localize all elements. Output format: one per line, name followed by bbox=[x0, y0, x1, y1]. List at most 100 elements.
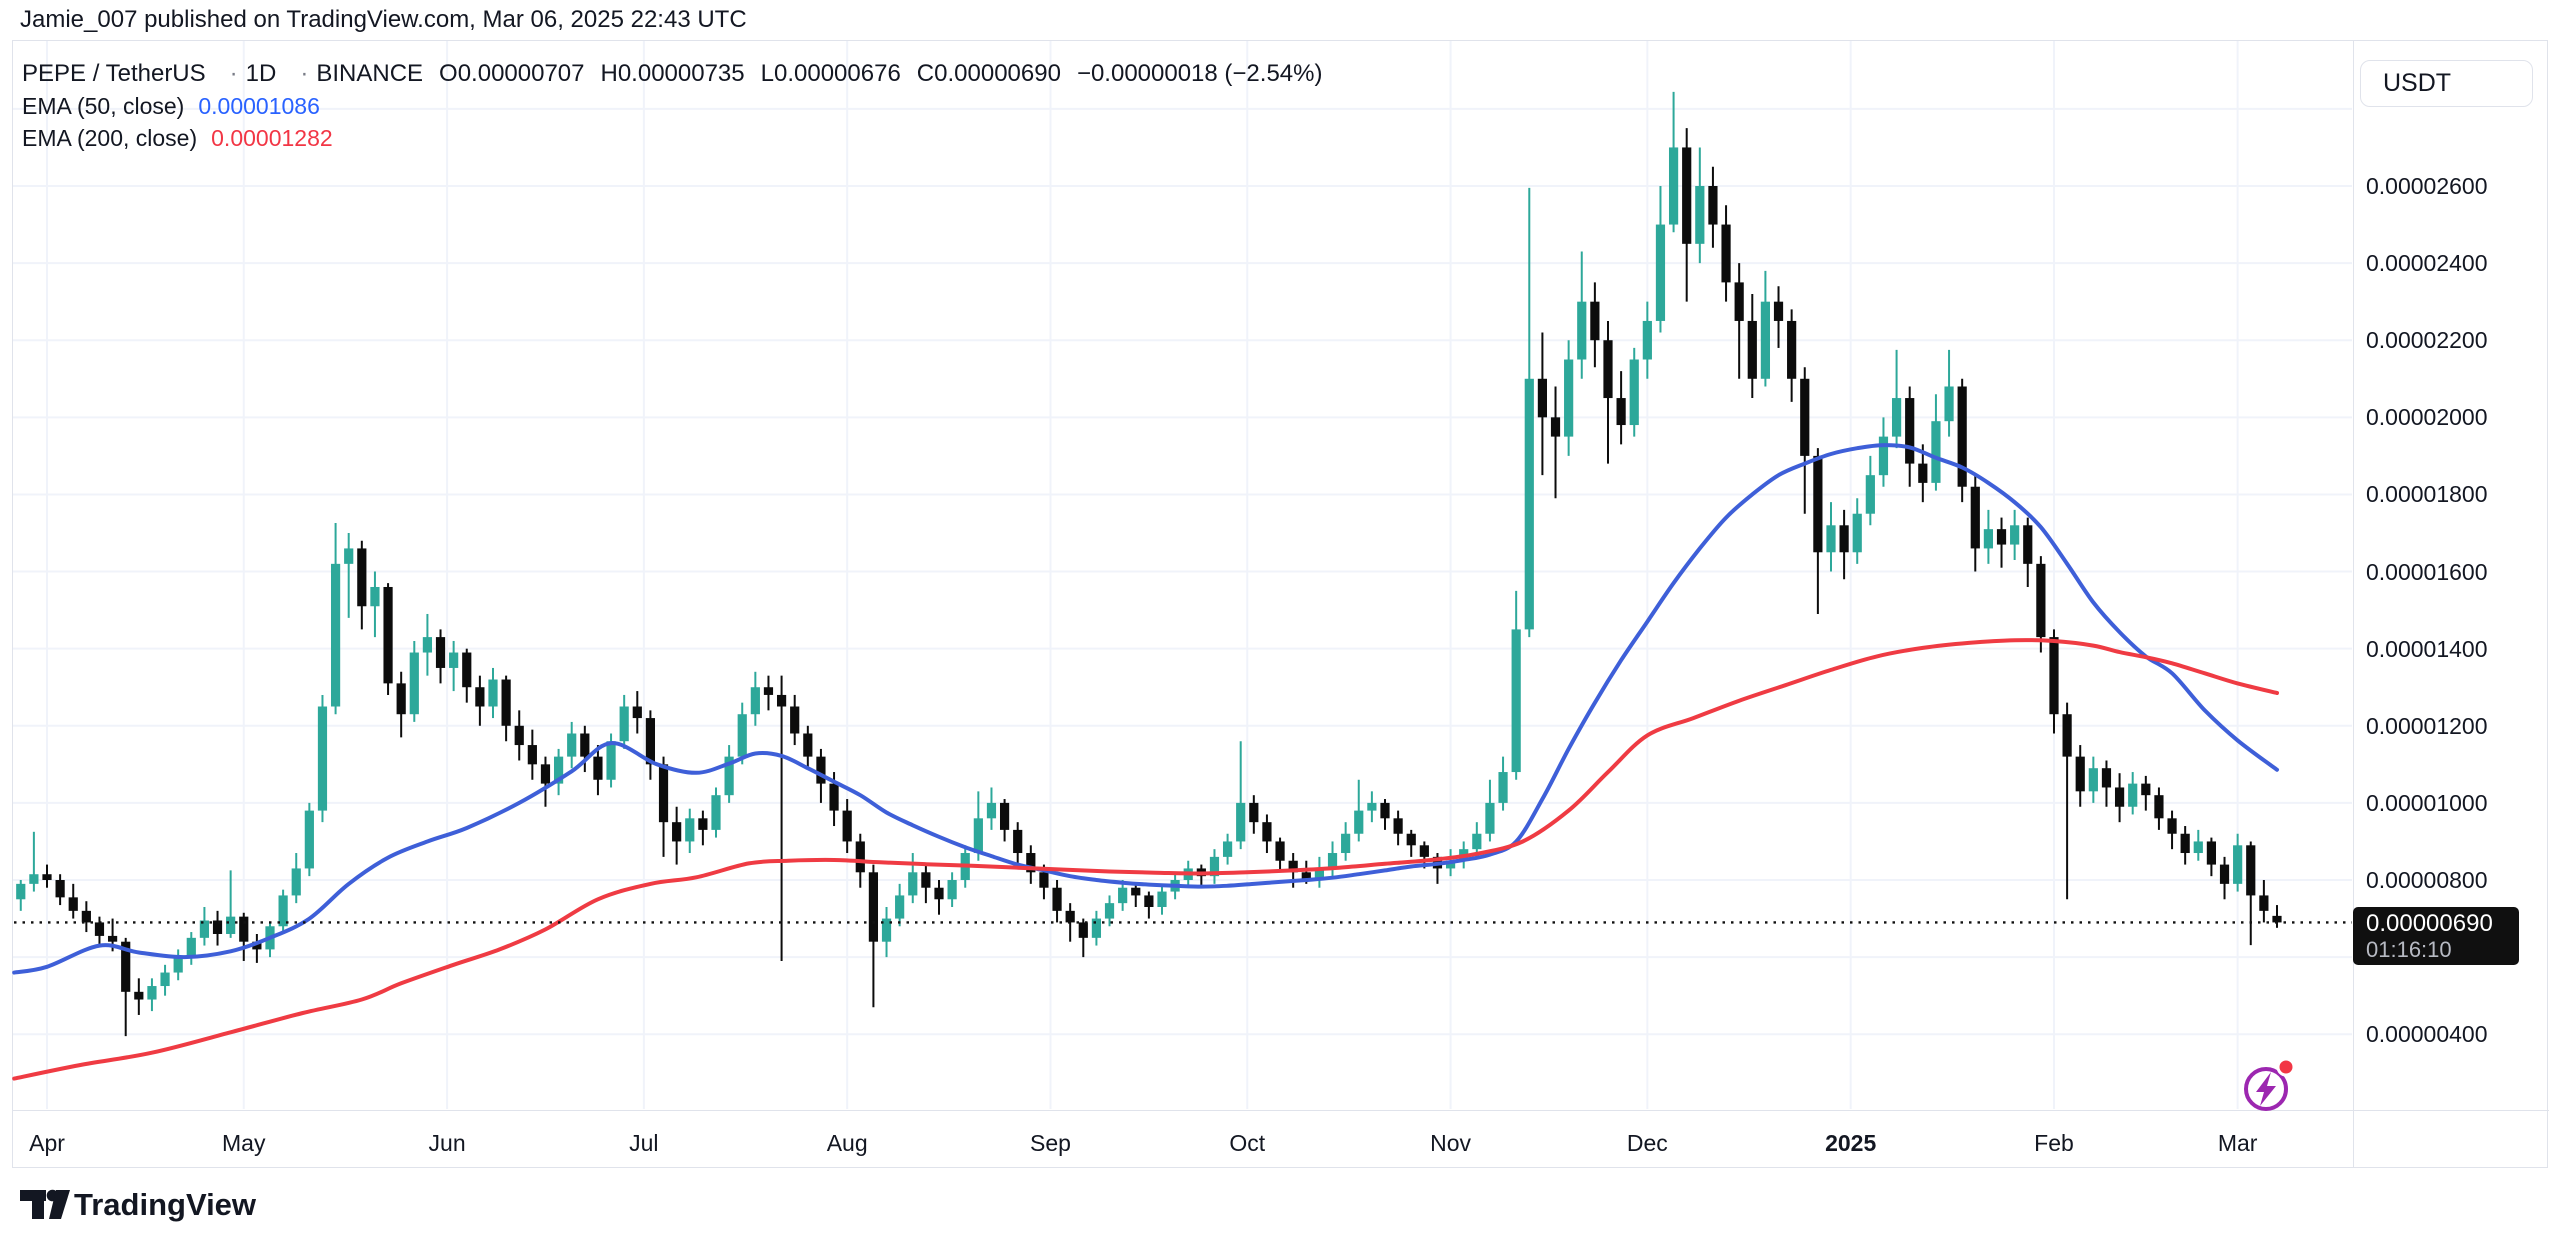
candle-body bbox=[2272, 915, 2282, 923]
candle-body bbox=[304, 810, 314, 869]
candle-body bbox=[252, 941, 262, 950]
candle-body bbox=[1668, 147, 1679, 225]
candle-body bbox=[55, 880, 65, 898]
last-price-badge: 0.00000690 01:16:10 bbox=[2353, 907, 2519, 965]
currency-toggle-button[interactable]: USDT bbox=[2360, 60, 2533, 107]
time-tick-label: Dec bbox=[1626, 1130, 1668, 1156]
price-tick-label: 0.00001400 bbox=[2366, 635, 2488, 662]
candle-body bbox=[2141, 783, 2151, 796]
candle-body bbox=[160, 972, 170, 987]
candle-body bbox=[422, 637, 433, 653]
candle-body bbox=[842, 810, 852, 842]
candle-body bbox=[2206, 841, 2217, 865]
time-tick-label: Nov bbox=[1430, 1130, 1472, 1156]
price-tick-label: 0.00002400 bbox=[2366, 250, 2488, 277]
time-tick-label: Aug bbox=[826, 1130, 868, 1156]
candle-body bbox=[1905, 398, 1915, 464]
candle-body bbox=[435, 637, 446, 668]
candle-body bbox=[1642, 320, 1652, 360]
candle-body bbox=[1603, 340, 1613, 399]
candle-body bbox=[881, 918, 892, 942]
tradingview-logo-text: TradingView bbox=[74, 1187, 257, 1222]
candle-body bbox=[1813, 455, 1823, 553]
candle-body bbox=[1118, 887, 1128, 904]
candle-body bbox=[1249, 802, 1259, 823]
time-tick-label: Jun bbox=[428, 1130, 466, 1156]
candle-body bbox=[1931, 421, 1941, 483]
time-tick-label: May bbox=[222, 1130, 266, 1156]
candle-body bbox=[1708, 186, 1718, 225]
price-tick-label: 0.00001800 bbox=[2366, 481, 2488, 508]
candle-body bbox=[1629, 359, 1639, 426]
ohlc-values: O0.00000707 H0.00000735 L0.00000676 C0.0000… bbox=[439, 60, 1077, 87]
candle-body bbox=[1209, 856, 1220, 877]
candle-body bbox=[1104, 903, 1115, 919]
candle-body bbox=[1826, 525, 1836, 553]
candle-body bbox=[645, 718, 656, 765]
candle-body bbox=[1957, 386, 1967, 487]
candle-body bbox=[1419, 845, 1429, 857]
candle-body bbox=[1865, 475, 1875, 514]
candle-body bbox=[750, 687, 760, 715]
candle-body bbox=[330, 563, 341, 707]
ohlc-h-value: H0.00000735 bbox=[600, 60, 745, 87]
candle-body bbox=[1577, 301, 1587, 360]
candle-body bbox=[2128, 783, 2138, 807]
candle-body bbox=[855, 841, 865, 873]
candle-body bbox=[1472, 833, 1482, 850]
candle-body bbox=[1354, 810, 1364, 834]
candle-body bbox=[2154, 795, 2164, 819]
price-axis-separator bbox=[2353, 40, 2354, 1168]
candle-body bbox=[1341, 833, 1351, 854]
candle-body bbox=[593, 756, 603, 780]
candle-body bbox=[724, 756, 734, 796]
candle-body bbox=[475, 687, 485, 707]
candle-body bbox=[553, 756, 564, 784]
candle-body bbox=[1275, 841, 1285, 861]
chart-card bbox=[12, 40, 2548, 1168]
candle-body bbox=[1839, 525, 1849, 553]
ema-line bbox=[12, 638, 2279, 1081]
candle-body bbox=[94, 922, 105, 936]
time-tick-label: Oct bbox=[1229, 1130, 1266, 1156]
candle-body bbox=[986, 802, 997, 819]
candle-body bbox=[1327, 853, 1338, 869]
time-tick-label: Jul bbox=[629, 1130, 659, 1156]
candle-body bbox=[1262, 822, 1272, 842]
candle-body bbox=[803, 733, 813, 757]
candle-body bbox=[1891, 398, 1902, 437]
candle-body bbox=[776, 694, 787, 707]
indicator-row: EMA (200, close) 0.00001282 bbox=[22, 122, 1338, 154]
candle-body bbox=[1314, 868, 1325, 881]
candle-body bbox=[1983, 529, 1994, 549]
candle-body bbox=[1078, 922, 1088, 938]
candle-body bbox=[42, 874, 52, 881]
candle-body bbox=[199, 920, 210, 938]
candle-body bbox=[1236, 802, 1246, 842]
candle-body bbox=[658, 764, 669, 823]
candle-body bbox=[1996, 529, 2007, 545]
indicator-value: 0.00001086 bbox=[198, 93, 320, 119]
time-tick-label: Mar bbox=[2217, 1130, 2258, 1156]
candle-body bbox=[1380, 802, 1390, 819]
candle-body bbox=[2193, 841, 2203, 854]
candle-body bbox=[527, 745, 537, 765]
indicator-value: 0.00001282 bbox=[211, 125, 333, 151]
candle-body bbox=[908, 872, 918, 896]
candle-body bbox=[1065, 910, 1075, 923]
candle-body bbox=[16, 883, 26, 900]
candle-body bbox=[698, 818, 708, 830]
candle-body bbox=[1944, 386, 1954, 422]
candle-body bbox=[1734, 282, 1744, 321]
candle-body bbox=[1131, 887, 1141, 896]
indicator-row: EMA (50, close) 0.00001086 bbox=[22, 90, 1338, 122]
candle-body bbox=[134, 991, 144, 1000]
candle-body bbox=[370, 586, 380, 607]
candle-body bbox=[1918, 463, 1928, 483]
candle-body bbox=[1445, 860, 1456, 869]
candle-body bbox=[1878, 436, 1889, 476]
candle-body bbox=[2075, 756, 2085, 792]
candle-body bbox=[790, 706, 800, 734]
candle-body bbox=[1773, 301, 1784, 321]
